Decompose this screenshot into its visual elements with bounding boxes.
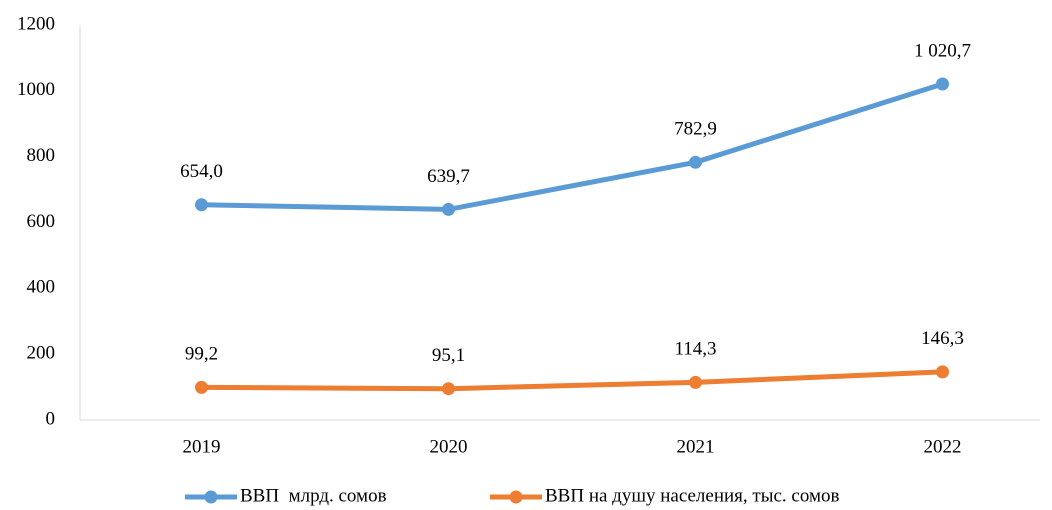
point xyxy=(936,365,949,379)
data-label: 782,9 xyxy=(674,119,717,140)
y-tick-label: 1200 xyxy=(17,13,55,34)
y-tick-label: 400 xyxy=(27,277,56,298)
data-label: 639,7 xyxy=(427,166,470,187)
y-tick-label: 800 xyxy=(27,145,56,166)
data-label: 99,2 xyxy=(185,344,218,365)
legend-label: ВВП млрд. сомов xyxy=(240,485,387,506)
data-label: 654,0 xyxy=(180,161,223,182)
data-label: 114,3 xyxy=(674,339,716,360)
legend-marker xyxy=(204,490,218,504)
data-label: 146,3 xyxy=(921,328,964,349)
point xyxy=(195,198,208,212)
point xyxy=(442,382,455,396)
legend-marker xyxy=(509,490,523,504)
y-tick-label: 0 xyxy=(46,408,56,429)
y-tick-label: 600 xyxy=(27,211,56,232)
point xyxy=(689,155,702,169)
data-label: 1 020,7 xyxy=(914,40,971,61)
x-tick-label: 2022 xyxy=(924,436,962,457)
data-label: 95,1 xyxy=(432,345,465,366)
series-line xyxy=(199,81,945,212)
x-tick-label: 2021 xyxy=(677,436,715,457)
y-tick-label: 1000 xyxy=(17,79,55,100)
x-tick-label: 2019 xyxy=(183,436,221,457)
y-tick-label: 200 xyxy=(27,343,56,364)
point xyxy=(195,380,208,394)
x-tick-label: 2020 xyxy=(430,436,468,457)
point xyxy=(689,375,702,389)
legend-label: ВВП на душу населения, тыс. сомов xyxy=(545,485,840,506)
point xyxy=(442,202,455,216)
point xyxy=(936,77,949,91)
series-line xyxy=(199,369,945,392)
